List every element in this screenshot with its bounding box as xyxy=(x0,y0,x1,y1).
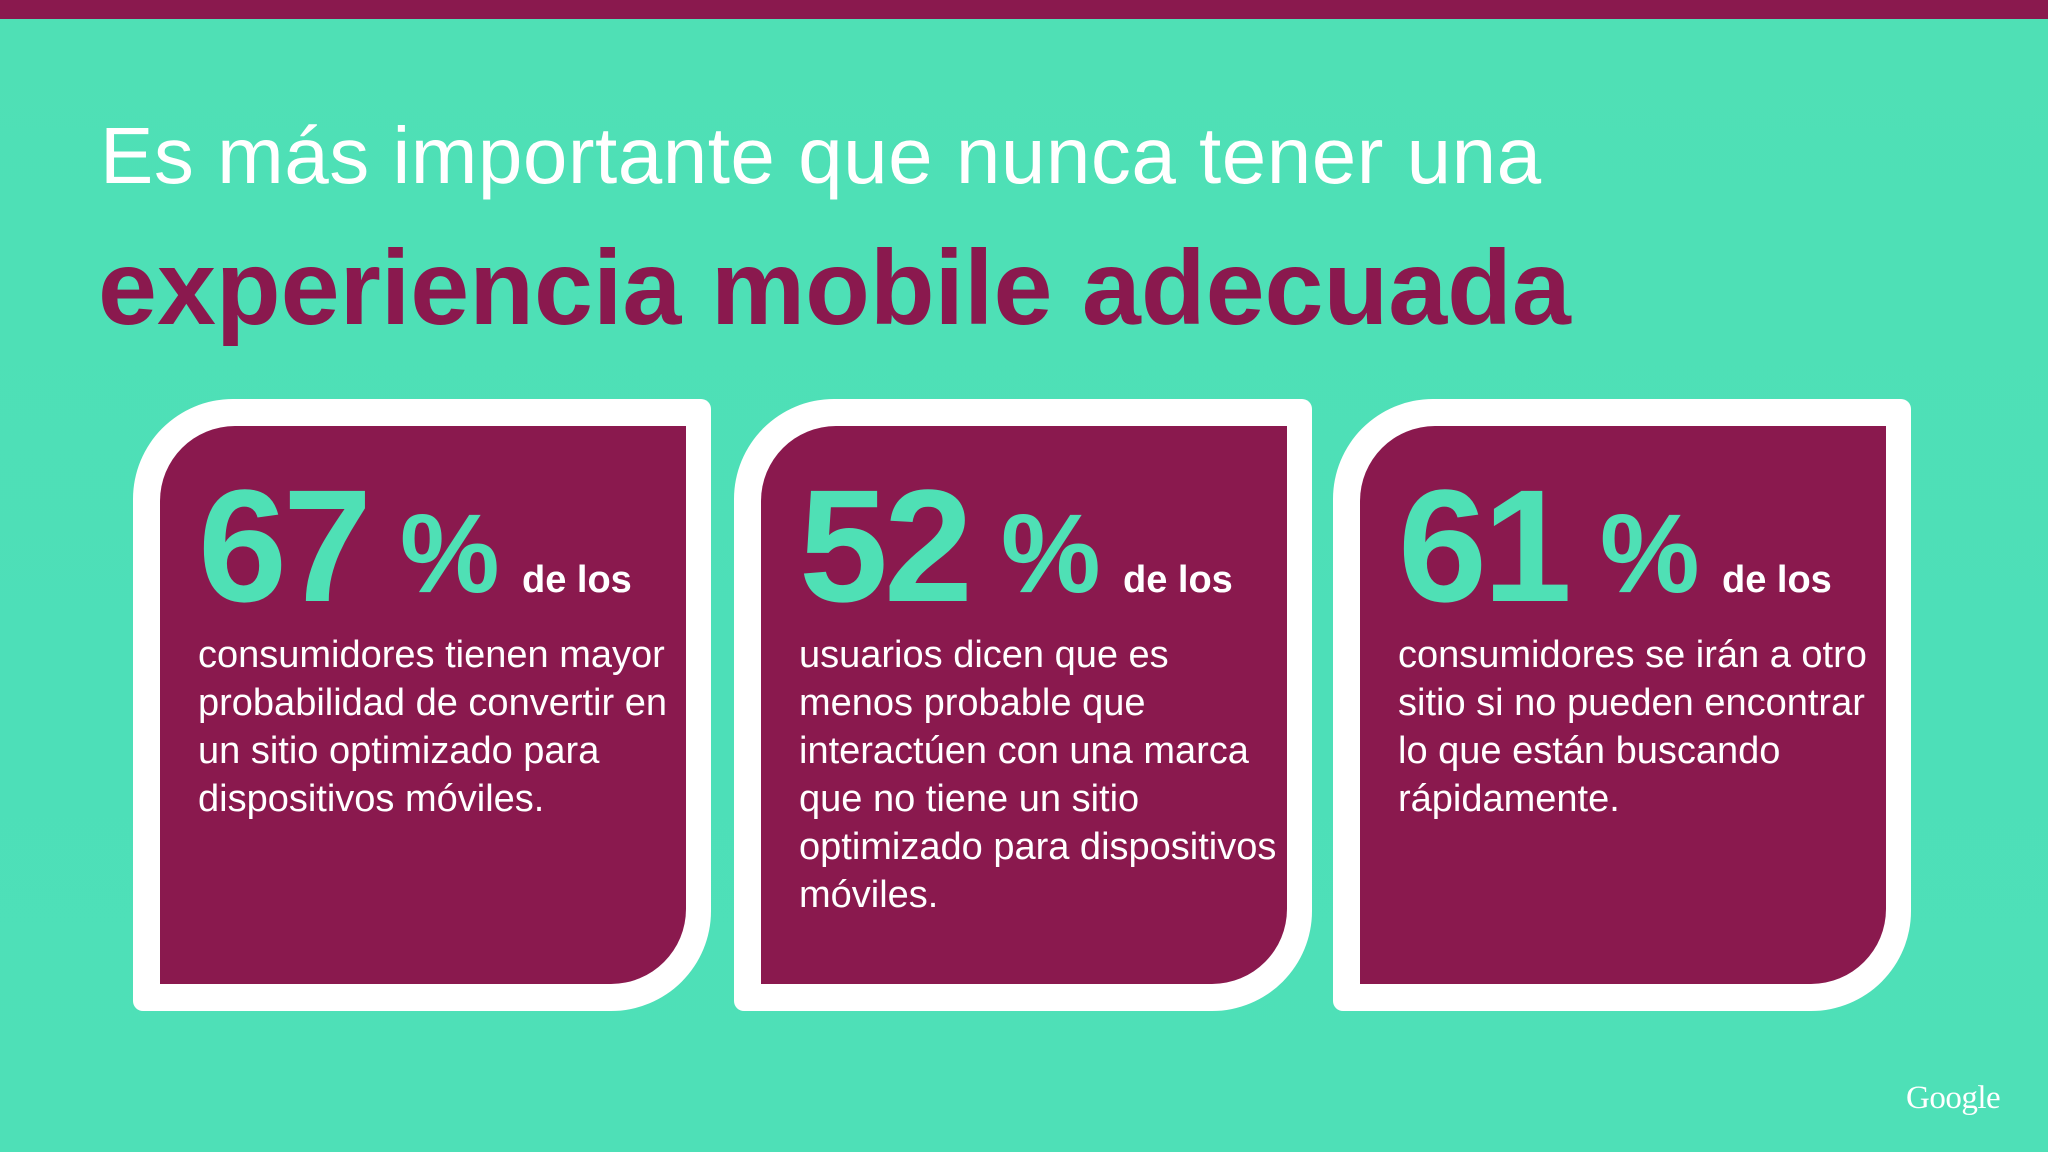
stat-card-panel: 61 % de los consumidores se irán a otro … xyxy=(1360,426,1886,984)
stat-number: 67 xyxy=(198,456,372,635)
stat-card-1: 67 % de los consumidores tienen mayor pr… xyxy=(133,399,711,1011)
stat-number: 61 xyxy=(1398,456,1572,635)
stat-lead-text: de los xyxy=(1722,559,1832,601)
stat-card-3: 61 % de los consumidores se irán a otro … xyxy=(1333,399,1911,1011)
google-logo: Google xyxy=(1906,1080,2001,1116)
stat-card-panel: 67 % de los consumidores tienen mayor pr… xyxy=(160,426,686,984)
stat-description: consumidores tienen mayor probabilidad d… xyxy=(198,634,667,820)
title-line-1: Es más importante que nunca tener una xyxy=(100,111,1542,200)
stat-percent-sign: % xyxy=(1600,491,1700,616)
stat-lead-text: de los xyxy=(1123,559,1233,601)
top-accent-bar xyxy=(0,0,2048,19)
stat-card-2: 52 % de los usuarios dicen que es menos … xyxy=(734,399,1312,1011)
stat-percent-sign: % xyxy=(400,491,500,616)
stat-number: 52 xyxy=(799,456,973,635)
stat-description: consumidores se irán a otro sitio si no … xyxy=(1398,634,1867,820)
title-line-2: experiencia mobile adecuada xyxy=(98,229,1571,347)
stat-description: usuarios dicen que es menos probable que… xyxy=(799,634,1277,916)
stat-lead-text: de los xyxy=(522,559,632,601)
stat-percent-sign: % xyxy=(1001,491,1101,616)
stat-card-panel: 52 % de los usuarios dicen que es menos … xyxy=(761,426,1287,984)
